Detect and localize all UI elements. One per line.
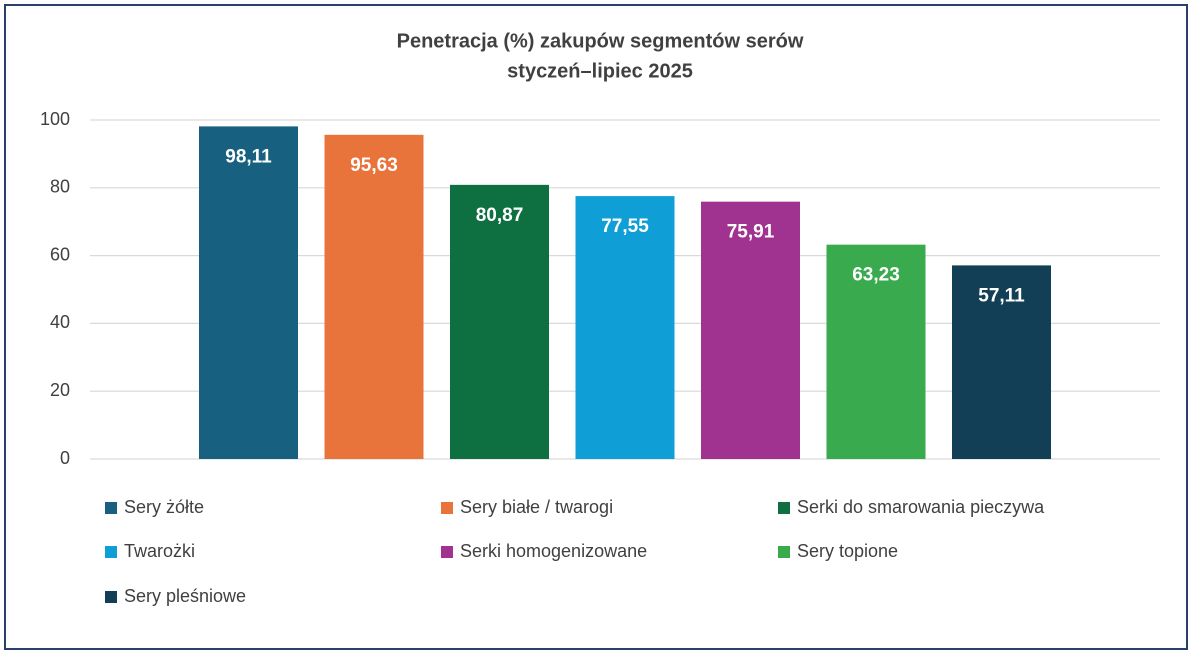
legend-label: Sery białe / twarogi	[460, 497, 613, 517]
bar	[952, 265, 1051, 459]
value-label: 57,11	[978, 285, 1025, 306]
legend-swatch	[105, 546, 117, 558]
bar	[199, 126, 298, 459]
legend-swatch	[441, 502, 453, 514]
legend-label: Sery żółte	[124, 497, 204, 517]
value-label: 77,55	[601, 216, 649, 237]
bar	[701, 201, 800, 459]
bar	[450, 184, 549, 459]
y-tick-label: 100	[40, 109, 70, 129]
value-label: 95,63	[350, 155, 398, 176]
legend-swatch	[105, 591, 117, 603]
legend-label: Serki homogenizowane	[460, 541, 647, 561]
legend-swatch	[778, 502, 790, 514]
chart-subtitle: styczeń–lipiec 2025	[507, 60, 693, 82]
legend-swatch	[441, 546, 453, 558]
legend-swatch	[778, 546, 790, 558]
y-tick-label: 60	[50, 244, 70, 264]
legend-label: Sery pleśniowe	[124, 586, 246, 606]
bar	[826, 244, 926, 459]
legend-label: Twarożki	[124, 541, 195, 561]
legend-label: Serki do smarowania pieczywa	[797, 497, 1045, 517]
value-label: 80,87	[476, 205, 524, 226]
y-tick-label: 20	[50, 380, 70, 400]
y-tick-label: 40	[50, 312, 70, 332]
bar	[324, 134, 424, 459]
value-label: 75,91	[727, 222, 775, 243]
legend-label: Sery topione	[797, 541, 898, 561]
legend-swatch	[105, 502, 117, 514]
bar	[575, 196, 675, 459]
value-label: 63,23	[852, 265, 900, 286]
value-label: 98,11	[225, 146, 272, 167]
y-tick-label: 0	[60, 448, 70, 468]
chart-title: Penetracja (%) zakupów segmentów serów	[397, 30, 804, 52]
y-tick-label: 80	[50, 177, 70, 197]
